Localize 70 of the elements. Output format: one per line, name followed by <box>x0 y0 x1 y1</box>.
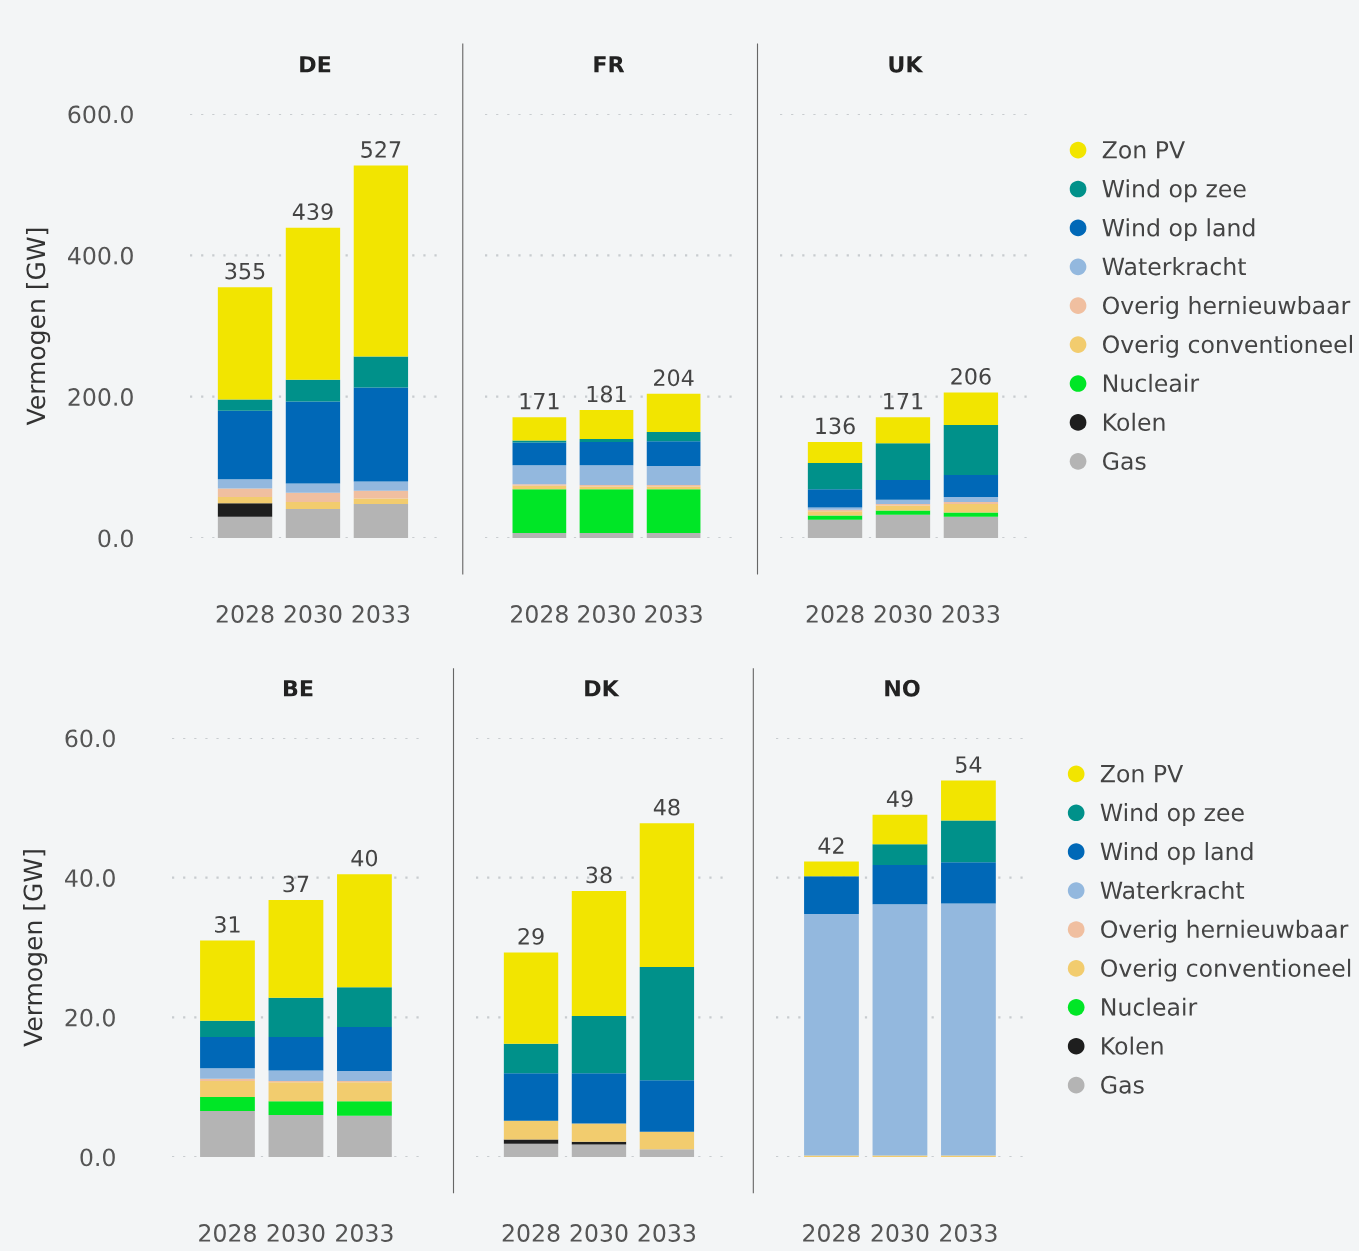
x-tick-label: 2033 <box>352 605 410 623</box>
y-axis-title: Vermogen [GW] <box>25 228 51 426</box>
x-tick-label: 2033 <box>638 1224 696 1242</box>
total-label: 42 <box>818 837 844 854</box>
x-tick-label: 2033 <box>942 605 1000 623</box>
total-label: 206 <box>951 367 991 385</box>
y-tick-label: 60.0 <box>65 729 115 748</box>
total-label: 29 <box>518 927 544 945</box>
total-label: 527 <box>361 141 401 158</box>
chart-title: FR <box>594 56 625 73</box>
total-label: 37 <box>283 875 309 893</box>
legend-label: Wind op zee <box>1100 803 1244 826</box>
x-tick-label: 2028 <box>511 605 568 623</box>
y-tick-label: 0.0 <box>80 1148 115 1167</box>
total-label: 49 <box>886 790 913 808</box>
legend-label: Overig hernieuwbaar <box>1102 296 1351 319</box>
x-tick-label: 2028 <box>806 605 864 623</box>
legend-label: Kolen <box>1103 412 1165 432</box>
total-label: 439 <box>292 203 333 221</box>
x-tick-label: 2028 <box>216 605 274 623</box>
x-tick-label: 2030 <box>570 1224 628 1242</box>
chart-title: NO <box>885 679 920 697</box>
chart-title: DK <box>585 680 620 697</box>
x-tick-label: 2028 <box>502 1224 560 1242</box>
total-label: 31 <box>215 916 240 933</box>
legend-label: Nucleair <box>1102 997 1198 1016</box>
total-label: 171 <box>884 392 923 410</box>
y-tick-label: 20.0 <box>65 1008 115 1027</box>
x-tick-label: 2028 <box>803 1224 860 1242</box>
x-tick-label: 2030 <box>284 605 342 623</box>
legend-label: Overig conventioneel <box>1102 334 1352 358</box>
x-tick-label: 2030 <box>267 1224 325 1242</box>
legend-label: Wind op land <box>1100 842 1253 865</box>
x-tick-label: 2033 <box>645 605 702 623</box>
total-label: 355 <box>225 262 265 280</box>
total-label: 204 <box>654 369 694 387</box>
total-label: 136 <box>816 417 855 435</box>
x-tick-label: 2030 <box>871 1224 929 1242</box>
legend-label: Zon PV <box>1102 141 1185 159</box>
y-tick-label: 400.0 <box>68 246 133 265</box>
chart-title: UK <box>889 56 924 73</box>
y-tick-label: 600.0 <box>68 105 133 124</box>
legend-label: Kolen <box>1102 1036 1163 1055</box>
chart-title: DE <box>300 56 331 73</box>
total-label: 38 <box>586 866 612 884</box>
legend-label: Waterkracht <box>1100 880 1245 900</box>
total-label: 171 <box>520 392 559 410</box>
legend-label: Nucleair <box>1103 373 1200 393</box>
total-label: 48 <box>653 798 680 816</box>
legend-label: Gas <box>1102 452 1146 470</box>
legend-label: Wind op zee <box>1102 179 1246 203</box>
total-label: 54 <box>956 756 982 773</box>
legend-label: Overig hernieuwbaar <box>1101 919 1349 943</box>
x-tick-label: 2033 <box>940 1224 997 1242</box>
total-label: 40 <box>351 849 378 867</box>
x-tick-label: 2030 <box>578 605 635 623</box>
chart-title: BE <box>283 680 313 697</box>
legend-label: Overig conventioneel <box>1101 958 1351 982</box>
y-tick-label: 0.0 <box>98 529 133 548</box>
legend-label: Waterkracht <box>1102 257 1246 276</box>
y-tick-label: 40.0 <box>65 869 115 887</box>
total-label: 181 <box>587 385 626 403</box>
legend-label: Wind op land <box>1102 218 1255 242</box>
legend-label: Gas <box>1101 1075 1144 1094</box>
legend-label: Zon PV <box>1100 764 1184 783</box>
y-axis-title: Vermogen [GW] <box>23 850 48 1047</box>
x-tick-label: 2030 <box>874 605 932 623</box>
x-tick-label: 2033 <box>336 1224 393 1242</box>
x-tick-label: 2028 <box>199 1224 256 1242</box>
y-tick-label: 200.0 <box>68 388 133 406</box>
